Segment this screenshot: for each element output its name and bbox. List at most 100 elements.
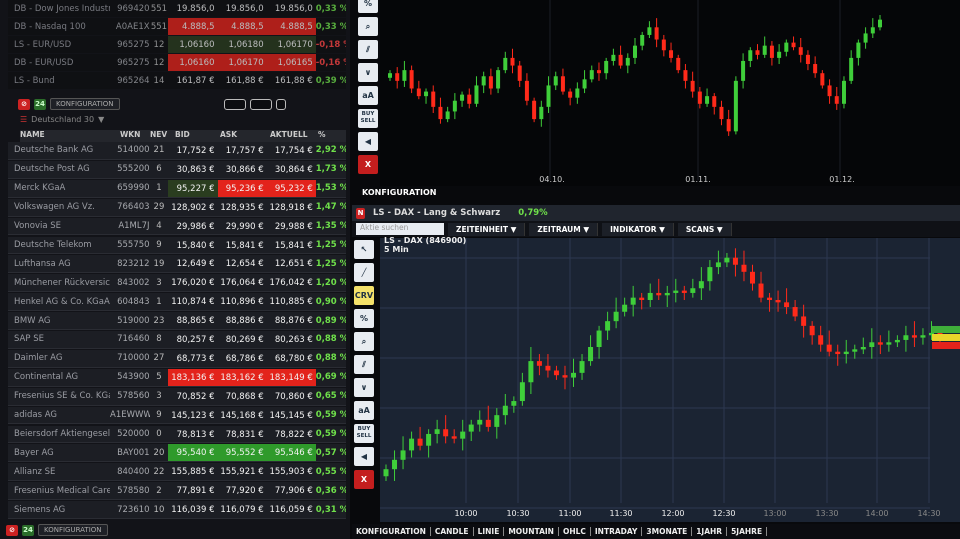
aa-tool-icon[interactable]: aA	[358, 86, 378, 105]
upper-candle-chart[interactable]: 04.10. 01.11. 01.12.	[380, 0, 960, 186]
table-row[interactable]: Vonovia SE A1ML7J 4 29,986 € 29,990 € 29,988 …	[8, 217, 346, 236]
table-row[interactable]: Deutsche Bank AG 514000 21 17,752 € 17,757 €…	[8, 142, 346, 160]
crv-tool-icon[interactable]: CRV	[354, 286, 374, 305]
tab-count[interactable]: 24	[22, 524, 34, 536]
cell-ask: 95,552 €	[217, 444, 267, 462]
cell-ask: 70,868 €	[225, 391, 264, 402]
candle-body	[568, 91, 573, 98]
tab-1jahr[interactable]: 1JAHR	[692, 527, 728, 536]
col-name[interactable]: NAME	[20, 130, 45, 139]
candle-body	[445, 111, 450, 120]
table-row[interactable]: Deutsche Telekom 555750 9 15,840 €15,841 €1…	[8, 236, 346, 255]
konfiguration-tab[interactable]: KONFIGURATION	[50, 98, 120, 110]
list-selector[interactable]: ☰ Deutschland 30 ▼	[20, 115, 104, 124]
candle-body	[460, 431, 466, 439]
cell-akt: 95,232 €	[266, 179, 316, 197]
x-tool-icon[interactable]: X	[358, 155, 378, 174]
table-row[interactable]: Lufthansa AG 823212 19 12,649 € 12,654 € 12,6…	[8, 255, 346, 274]
table-row[interactable]: LS - Bund 965264 14 161,87 € 161,88 € 161,88 …	[8, 72, 346, 89]
table-row[interactable]: Merck KGaA 659990 1 95,227 €95,236 €95,232 …	[8, 179, 346, 198]
parallel-tool-icon[interactable]: ⫽	[354, 355, 374, 374]
cell-pct: 1,25 %	[315, 239, 346, 250]
table-row[interactable]: DB - Dow Jones Industria 969420 551 19.856,…	[8, 0, 346, 17]
table-row[interactable]: Fresenius Medical Care A 578580 2 77,891 € 7…	[8, 482, 346, 501]
mobile-button[interactable]	[275, 98, 286, 110]
tab-intraday[interactable]: INTRADAY	[591, 527, 643, 536]
menu-icon: ☰	[20, 115, 28, 124]
cell-pct: 1,53 %	[315, 183, 346, 194]
cell-pct: 0,31 %	[315, 504, 346, 515]
buy-sell-tool-icon[interactable]: BUY SELL	[358, 109, 378, 128]
tab-ohlc[interactable]: OHLC	[559, 527, 591, 536]
buy-sell-tool-icon[interactable]: BUY SELL	[354, 424, 374, 443]
tab-konfiguration[interactable]: KONFIGURATION	[352, 527, 431, 536]
tab-linie[interactable]: LINIE	[474, 527, 505, 536]
table-row[interactable]: Siemens AG 723610 10 116,039 € 116,079 € 116,…	[8, 501, 346, 519]
col-aktuell[interactable]: AKTUELL	[270, 130, 308, 139]
table-row[interactable]: adidas AG A1EWWW 9 145,123 € 145,168 € 145,14…	[8, 406, 346, 425]
dax-candle-chart[interactable]: 10:00 10:30 11:00 11:30 12:00 12:30 13:00 13:30…	[380, 238, 960, 522]
table-row[interactable]: Deutsche Post AG 555200 6 30,863 € 30,866 € 3…	[8, 160, 346, 179]
table-row[interactable]: Allianz SE 840400 22 155,885 € 155,921 € 155,…	[8, 463, 346, 482]
percent-tool-icon[interactable]: %	[358, 0, 378, 13]
cell-wkn: 716460	[117, 334, 150, 345]
candle-body	[494, 415, 500, 427]
candle-body	[732, 257, 738, 265]
table-row[interactable]: DB - EUR/USD 965275 12 1,06160 1,06170 1,0616…	[8, 54, 346, 71]
table-row[interactable]: Continental AG 543900 5 183,136 €183,162 €1…	[8, 368, 346, 387]
dropdown-zeiteinheit[interactable]: ZEITEINHEIT ▼	[448, 222, 526, 236]
col-bid[interactable]: BID	[175, 130, 190, 139]
parallel-tool-icon[interactable]: ⫽	[358, 40, 378, 59]
col-pct[interactable]: %	[318, 130, 326, 139]
col-wkn[interactable]: WKN	[120, 130, 141, 139]
cursor-tool-icon[interactable]: ↖	[354, 240, 374, 259]
line-tool-icon[interactable]: ╱	[354, 263, 374, 282]
cell-pct: 1,35 %	[315, 221, 346, 232]
dropdown-indikator[interactable]: INDIKATOR ▼	[602, 222, 674, 236]
minimize-button[interactable]	[223, 98, 246, 110]
tab-3monate[interactable]: 3MONATE	[642, 527, 693, 536]
table-row[interactable]: Daimler AG 710000 27 68,773 € 68,786 € 68,780…	[8, 349, 346, 368]
interval-label: 5 Min	[384, 245, 409, 254]
candle-body	[661, 39, 666, 51]
candle-body	[395, 73, 400, 81]
cell-nev: 9	[156, 410, 162, 421]
dropdown-scans[interactable]: SCANS ▼	[677, 222, 732, 236]
table-row[interactable]: Bayer AG BAY001 20 95,540 €95,552 €95,546 €…	[8, 444, 346, 463]
candle-body	[571, 372, 577, 378]
upper-konfiguration[interactable]: KONFIGURATION	[362, 188, 437, 197]
wave-tool-icon[interactable]: ∨	[354, 378, 374, 397]
table-row[interactable]: DB - Nasdaq 100 A0AE1X 551 4.888,5 4.888,5 4.…	[8, 18, 346, 35]
dropdown-zeitraum[interactable]: ZEITRAUM ▼	[529, 222, 599, 236]
table-row[interactable]: Volkswagen AG Vz. 766403 29 128,902 € 128,93…	[8, 198, 346, 217]
table-row[interactable]: LS - EUR/USD 965275 12 1,06160 1,06180 1,0617…	[8, 36, 346, 53]
percent-tool-icon[interactable]: %	[354, 309, 374, 328]
tab-count[interactable]: 24	[34, 98, 46, 110]
stock-search-input[interactable]: Aktie suchen	[356, 223, 444, 235]
sound-tool-icon[interactable]: ◀	[358, 132, 378, 151]
sound-tool-icon[interactable]: ◀	[354, 447, 374, 466]
cell-name: Deutsche Bank AG	[14, 145, 94, 156]
x-tool-icon[interactable]: X	[354, 470, 374, 489]
table-row[interactable]: Beiersdorf Aktiengesellsc 520000 0 78,813 €…	[8, 425, 346, 444]
table-row[interactable]: Münchener Rückversiche 843002 3 176,020 € 17…	[8, 274, 346, 293]
cell-pct: 0,36 %	[315, 485, 346, 496]
layout-button[interactable]	[249, 98, 272, 110]
wave-tool-icon[interactable]: ∨	[358, 63, 378, 82]
cell-akt: 15,841 €	[274, 240, 313, 251]
table-row[interactable]: Fresenius SE & Co. KGaA 578560 3 70,852 € 70…	[8, 387, 346, 406]
zoom-tool-icon[interactable]: ⌕	[354, 332, 374, 351]
col-nev[interactable]: NEV	[150, 130, 168, 139]
tab-5jahre[interactable]: 5JAHRE	[727, 527, 768, 536]
table-row[interactable]: Henkel AG & Co. KGaA V. 604843 1 110,874 € 1…	[8, 293, 346, 312]
tab-candle[interactable]: CANDLE	[431, 527, 474, 536]
zoom-tool-icon[interactable]: ⌕	[358, 17, 378, 36]
tab-mountain[interactable]: MOUNTAIN	[504, 527, 559, 536]
list-title: Deutschland 30	[31, 115, 95, 124]
konfiguration-tab[interactable]: KONFIGURATION	[38, 524, 108, 536]
cell-name: SAP SE	[14, 334, 44, 345]
table-row[interactable]: BMW AG 519000 23 88,865 € 88,886 € 88,876 €0,…	[8, 312, 346, 330]
col-ask[interactable]: ASK	[220, 130, 238, 139]
table-row[interactable]: SAP SE 716460 8 80,257 € 80,269 € 80,263 €0,8…	[8, 331, 346, 349]
aa-tool-icon[interactable]: aA	[354, 401, 374, 420]
